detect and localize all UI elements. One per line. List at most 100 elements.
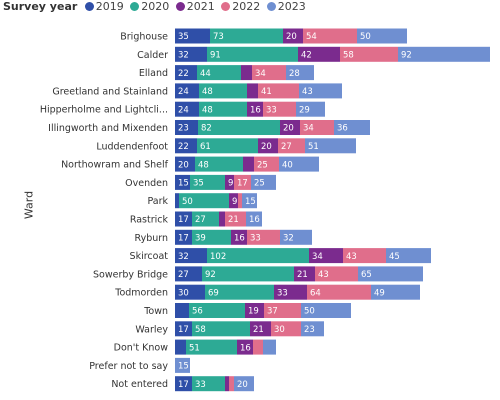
bar-segment-2022[interactable] (271, 321, 301, 337)
bar-segment-2020[interactable] (192, 376, 225, 392)
bar-segment-2022[interactable] (225, 211, 246, 227)
bar-segment-2019[interactable] (175, 248, 207, 264)
bar-segment-2021[interactable] (229, 193, 238, 209)
bar-segment-2021[interactable] (250, 321, 271, 337)
bar-segment-2020[interactable] (192, 229, 231, 245)
bar-segment-2019[interactable] (175, 156, 195, 172)
bar-segment-2020[interactable] (192, 211, 219, 227)
bar-segment-2020[interactable] (198, 120, 280, 135)
legend-item-2022[interactable]: 2022 (221, 0, 260, 13)
bar-segment-2021[interactable] (231, 229, 247, 245)
bar-segment-2020[interactable] (197, 138, 258, 154)
bar-segment-2020[interactable] (205, 284, 274, 300)
bar-segment-2019[interactable] (175, 303, 189, 318)
bar-segment-2022[interactable] (263, 101, 296, 117)
bar-segment-2020[interactable] (179, 193, 229, 209)
bar-segment-2021[interactable] (309, 248, 343, 264)
bar-segment-2021[interactable] (258, 138, 278, 154)
legend-item-2021[interactable]: 2021 (175, 0, 215, 13)
bar-segment-2019[interactable] (175, 339, 186, 355)
bar-segment-2019[interactable] (175, 28, 210, 44)
bar-segment-2020[interactable] (195, 156, 243, 172)
bar-segment-2020[interactable] (192, 321, 250, 337)
bar-segment-2023[interactable] (246, 211, 262, 227)
bar-segment-2019[interactable] (175, 229, 192, 245)
bar-segment-2023[interactable] (334, 120, 370, 135)
bar-segment-2019[interactable] (175, 266, 202, 282)
bar-segment-2021[interactable] (283, 28, 303, 44)
bar-segment-2019[interactable] (175, 321, 192, 337)
bar-segment-2020[interactable] (210, 28, 283, 44)
bar-segment-2021[interactable] (243, 156, 254, 172)
bar-segment-2023[interactable] (301, 303, 351, 318)
bar-segment-2023[interactable] (305, 138, 356, 154)
bar-segment-2023[interactable] (251, 174, 276, 190)
legend-item-2023[interactable]: 2023 (266, 0, 306, 13)
bar-segment-2023[interactable] (371, 284, 420, 300)
bar-segment-2021[interactable] (298, 46, 340, 62)
bar-segment-2021[interactable] (219, 211, 225, 227)
bar-segment-2019[interactable] (175, 83, 199, 99)
bar-segment-2019[interactable] (175, 174, 190, 190)
bar-segment-2023[interactable] (398, 46, 490, 62)
bar-segment-2021[interactable] (225, 376, 229, 392)
bar-segment-2023[interactable] (175, 357, 190, 373)
bar-segment-2020[interactable] (199, 83, 247, 99)
bar-segment-2022[interactable] (264, 303, 301, 318)
bar-segment-2023[interactable] (357, 28, 407, 44)
bar-segment-2022[interactable] (238, 193, 242, 209)
bar-segment-2019[interactable] (175, 376, 192, 392)
bar-segment-2022[interactable] (300, 120, 334, 135)
bar-segment-2021[interactable] (237, 339, 253, 355)
bar-segment-2020[interactable] (199, 101, 247, 117)
legend-item-2019[interactable]: 2019 (84, 0, 124, 13)
bar-segment-2023[interactable] (234, 376, 254, 392)
bar-segment-2022[interactable] (258, 83, 299, 99)
bar-segment-2023[interactable] (296, 101, 325, 117)
bar-segment-2020[interactable] (186, 339, 237, 355)
bar-segment-2021[interactable] (280, 120, 300, 135)
bar-segment-2021[interactable] (225, 174, 234, 190)
bar-segment-2021[interactable] (241, 65, 252, 81)
bar-segment-2021[interactable] (274, 284, 307, 300)
bar-segment-2022[interactable] (315, 266, 358, 282)
bar-segment-2022[interactable] (229, 376, 234, 392)
bar-segment-2022[interactable] (252, 65, 286, 81)
bar-segment-2020[interactable] (207, 46, 298, 62)
bar-segment-2019[interactable] (175, 138, 197, 154)
bar-segment-2023[interactable] (263, 339, 276, 355)
bar-segment-2019[interactable] (175, 193, 179, 209)
bar-segment-2023[interactable] (280, 229, 312, 245)
bar-segment-2023[interactable] (279, 156, 319, 172)
bar-segment-2019[interactable] (175, 120, 198, 135)
bar-segment-2022[interactable] (307, 284, 371, 300)
bar-segment-2020[interactable] (207, 248, 309, 264)
bar-segment-2019[interactable] (175, 284, 205, 300)
bar-segment-2023[interactable] (242, 193, 257, 209)
bar-segment-2022[interactable] (253, 339, 263, 355)
bar-segment-2023[interactable] (299, 83, 342, 99)
bar-segment-2022[interactable] (340, 46, 398, 62)
bar-segment-2022[interactable] (234, 174, 251, 190)
bar-segment-2021[interactable] (247, 83, 258, 99)
bar-segment-2020[interactable] (202, 266, 294, 282)
bar-segment-2020[interactable] (190, 174, 225, 190)
bar-segment-2020[interactable] (197, 65, 241, 81)
bar-segment-2023[interactable] (358, 266, 423, 282)
bar-segment-2023[interactable] (386, 248, 431, 264)
bar-segment-2022[interactable] (303, 28, 357, 44)
bar-segment-2022[interactable] (278, 138, 305, 154)
bar-segment-2021[interactable] (294, 266, 315, 282)
bar-segment-2021[interactable] (247, 101, 263, 117)
bar-segment-2019[interactable] (175, 65, 197, 81)
bar-segment-2021[interactable] (245, 303, 264, 318)
bar-segment-2022[interactable] (247, 229, 280, 245)
bar-segment-2019[interactable] (175, 211, 192, 227)
legend-item-2020[interactable]: 2020 (130, 0, 169, 13)
bar-segment-2023[interactable] (286, 65, 314, 81)
bar-segment-2022[interactable] (254, 156, 279, 172)
bar-segment-2019[interactable] (175, 101, 199, 117)
bar-segment-2019[interactable] (175, 46, 207, 62)
bar-segment-2020[interactable] (189, 303, 245, 318)
bar-segment-2023[interactable] (301, 321, 324, 337)
